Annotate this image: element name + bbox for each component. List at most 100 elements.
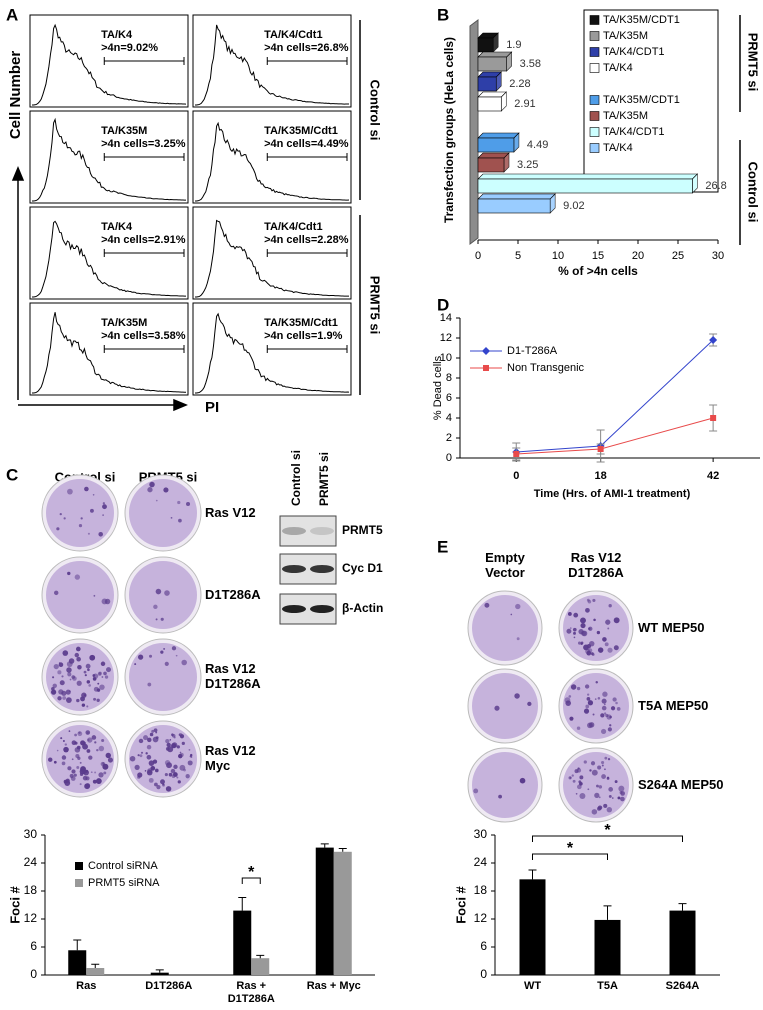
colony — [160, 650, 164, 654]
colony — [149, 732, 154, 737]
colony — [164, 590, 170, 596]
colony — [188, 748, 191, 751]
colony — [598, 785, 603, 789]
colony — [573, 636, 576, 639]
colony — [148, 760, 155, 766]
y-tick-label: 6 — [480, 939, 487, 953]
y-tick-label: 6 — [30, 939, 37, 953]
plot-label: TA/K4 — [101, 29, 133, 41]
line — [516, 417, 714, 455]
colony — [53, 663, 59, 670]
colony — [104, 766, 108, 769]
colony — [149, 654, 153, 658]
x-tick-label: 0 — [475, 250, 481, 262]
dish-well — [472, 673, 538, 739]
colony — [93, 594, 96, 597]
error-bar — [603, 905, 612, 920]
colony — [568, 776, 572, 780]
colony — [510, 613, 513, 616]
colony — [614, 780, 618, 784]
colony — [61, 761, 66, 766]
colony — [84, 486, 89, 492]
colony — [603, 803, 608, 808]
gate-bracket — [103, 345, 185, 353]
colony — [94, 771, 97, 774]
colony — [620, 796, 625, 802]
marker — [483, 365, 489, 371]
error-bar — [238, 897, 247, 911]
histogram-frame — [192, 110, 352, 204]
legend-swatch — [589, 143, 600, 153]
colony — [98, 532, 103, 537]
colony — [179, 751, 182, 754]
colony — [91, 735, 97, 740]
colony — [147, 682, 152, 687]
legend-label: D1-T286A — [507, 345, 558, 357]
colony — [86, 705, 89, 708]
colony — [591, 809, 598, 815]
colony — [187, 760, 193, 766]
colony — [79, 783, 82, 786]
legend-swatch — [589, 31, 600, 41]
plot-label: TA/K35M — [101, 317, 147, 329]
x-tick-label: 30 — [712, 250, 724, 262]
colony — [620, 791, 625, 796]
colony — [607, 647, 613, 653]
plot-label: TA/K35M/Cdt1 — [264, 317, 338, 329]
colony — [609, 724, 612, 727]
panel-letter: E — [437, 537, 448, 556]
marker — [513, 451, 520, 457]
colony — [568, 695, 572, 698]
value-label: 3.58 — [520, 58, 541, 70]
legend-label: TA/K4/CDT1 — [603, 126, 665, 138]
colony — [78, 523, 83, 528]
colony — [484, 602, 490, 608]
value-label: 26.8 — [705, 180, 726, 192]
row-label: T5A MEP50 — [638, 697, 709, 713]
colony — [53, 760, 57, 764]
colony — [104, 598, 111, 605]
colony — [98, 745, 105, 752]
colony — [584, 684, 590, 689]
colony — [601, 774, 606, 779]
colony — [587, 693, 590, 696]
colony — [606, 777, 610, 780]
colony — [129, 755, 136, 762]
colony — [77, 664, 82, 670]
y-tick-label: 0 — [480, 967, 487, 981]
error-bar — [320, 843, 329, 848]
colony — [68, 658, 75, 664]
colony — [52, 683, 57, 689]
bar — [477, 96, 502, 112]
legend-swatch — [75, 862, 83, 870]
blot — [279, 515, 337, 547]
colony — [93, 686, 99, 692]
colony — [586, 650, 592, 656]
colony — [164, 661, 169, 666]
colony — [90, 508, 94, 513]
colony — [70, 776, 76, 781]
panel-letter: B — [437, 5, 449, 24]
colony — [600, 713, 605, 718]
error-bar — [338, 848, 347, 852]
colony — [160, 617, 164, 621]
colony — [565, 700, 572, 706]
colony — [94, 741, 97, 744]
axis-title: Time (Hrs. of AMI-1 treatment) — [534, 488, 691, 500]
group-label: Control si — [368, 80, 383, 141]
colony — [171, 774, 176, 779]
colony — [146, 744, 152, 750]
panel-letter: C — [6, 465, 18, 484]
colony — [96, 698, 100, 702]
colony — [573, 612, 579, 618]
colony — [67, 571, 71, 576]
colony — [615, 701, 618, 705]
colony — [594, 698, 597, 700]
colony — [61, 675, 64, 678]
colony — [65, 689, 71, 695]
colony — [577, 784, 582, 790]
colony — [601, 764, 604, 767]
colony — [596, 784, 599, 788]
bar — [477, 198, 551, 214]
significance-bracket — [241, 877, 261, 884]
